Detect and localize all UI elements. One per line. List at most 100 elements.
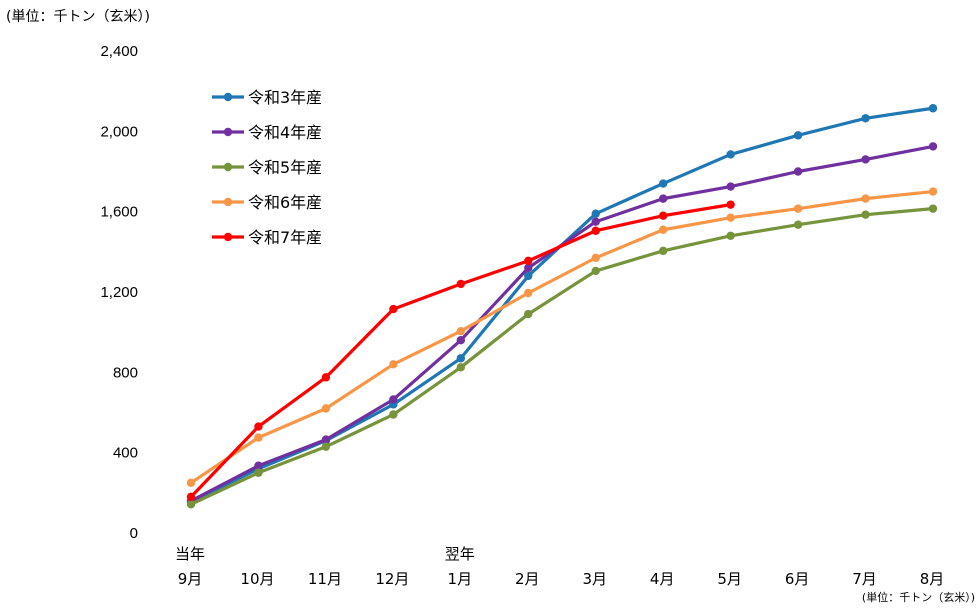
data-point (658, 246, 668, 256)
data-point (658, 194, 668, 203)
y-tick-label: 1,600 (100, 204, 138, 221)
data-point (254, 468, 263, 477)
x-tick-label: 11月 (308, 570, 342, 588)
series-line (189, 189, 935, 485)
x-tick-label: 10月 (240, 570, 274, 588)
data-point (928, 187, 938, 196)
data-point (793, 167, 803, 176)
legend-label: 令和6年産 (248, 193, 322, 212)
data-point (591, 266, 600, 276)
data-point (861, 194, 870, 203)
data-point (793, 220, 803, 229)
legend-item: 令和7年産 (212, 228, 322, 247)
legend-item: 令和6年産 (212, 193, 322, 212)
data-point (591, 217, 600, 226)
data-point (658, 211, 668, 220)
data-point (928, 142, 938, 151)
data-point (254, 422, 263, 431)
x-tick-label: 3月 (582, 570, 607, 588)
x-tick-label: 6月 (785, 570, 810, 588)
unit-label-top: (単位：千トン（玄米）) (6, 9, 150, 25)
x-tick-label: 9月 (178, 570, 203, 588)
legend-label: 令和5年産 (248, 158, 322, 177)
x-tick-prefix: 当年 (175, 545, 205, 563)
data-point (254, 433, 263, 442)
legend-label: 令和3年産 (248, 88, 322, 107)
legend-marker (223, 162, 233, 172)
x-tick-label: 8月 (920, 570, 945, 588)
data-point (726, 213, 735, 222)
data-point (928, 204, 938, 213)
data-point (456, 326, 466, 336)
x-tick-label: 5月 (717, 570, 742, 588)
data-point (456, 354, 466, 363)
data-point (591, 209, 600, 218)
x-tick-prefix: 翌年 (445, 545, 475, 563)
data-point (861, 210, 870, 219)
legend-label: 令和4年産 (248, 123, 322, 142)
data-point (186, 500, 196, 509)
data-point (524, 271, 533, 281)
legend-item: 令和3年産 (212, 88, 322, 107)
data-point (524, 263, 533, 273)
data-point (793, 204, 803, 213)
series-line (189, 203, 733, 499)
series-3 (186, 204, 938, 509)
x-tick-label: 12月 (375, 570, 409, 588)
series-line (189, 207, 935, 506)
y-tick-label: 800 (113, 364, 138, 381)
data-point (861, 155, 870, 164)
data-point (861, 114, 870, 123)
y-tick-label: 0 (130, 525, 138, 542)
data-point (389, 410, 398, 419)
data-point (186, 478, 196, 487)
chart-axes: 0 400 800 1,200 1,600 2,000 2,400 当年 9月 10月 11月 12月… (100, 43, 944, 588)
series-5 (186, 200, 735, 502)
data-point (389, 395, 398, 404)
data-point (591, 226, 600, 235)
y-tick-label: 1,200 (100, 284, 138, 301)
data-point (254, 461, 263, 470)
data-point (524, 309, 533, 319)
x-tick-label: 1月 (448, 570, 473, 588)
x-tick-label: 4月 (650, 570, 675, 588)
x-tick-label: 2月 (515, 570, 540, 588)
data-point (928, 104, 938, 113)
data-point (321, 435, 331, 444)
data-point (456, 363, 466, 372)
data-point (658, 225, 668, 234)
legend-item: 令和4年産 (212, 123, 322, 142)
legend-marker (223, 197, 233, 207)
series-layer (186, 104, 938, 509)
data-point (658, 179, 668, 188)
data-point (456, 279, 466, 289)
data-point (524, 288, 533, 298)
unit-label-bottom: (単位：千トン（玄米）) (861, 591, 975, 604)
data-point (726, 200, 735, 209)
data-point (456, 336, 466, 345)
data-point (726, 231, 735, 240)
legend-item: 令和5年産 (212, 158, 322, 177)
data-point (524, 256, 533, 266)
data-point (793, 131, 803, 140)
legend-marker (223, 232, 233, 242)
legend-marker (223, 92, 233, 102)
legend-marker (223, 127, 233, 137)
x-tick-label: 7月 (852, 570, 877, 588)
data-point (591, 253, 600, 263)
data-point (321, 373, 331, 382)
y-tick-label: 400 (113, 445, 138, 462)
series-4 (186, 187, 938, 487)
y-tick-label: 2,400 (100, 43, 138, 60)
data-point (726, 150, 735, 159)
legend-label: 令和7年産 (248, 228, 322, 247)
y-tick-label: 2,000 (100, 123, 138, 140)
data-point (726, 182, 735, 191)
data-point (389, 304, 398, 314)
data-point (321, 404, 331, 413)
data-point (389, 360, 398, 369)
data-point (321, 442, 331, 451)
data-point (186, 492, 196, 502)
